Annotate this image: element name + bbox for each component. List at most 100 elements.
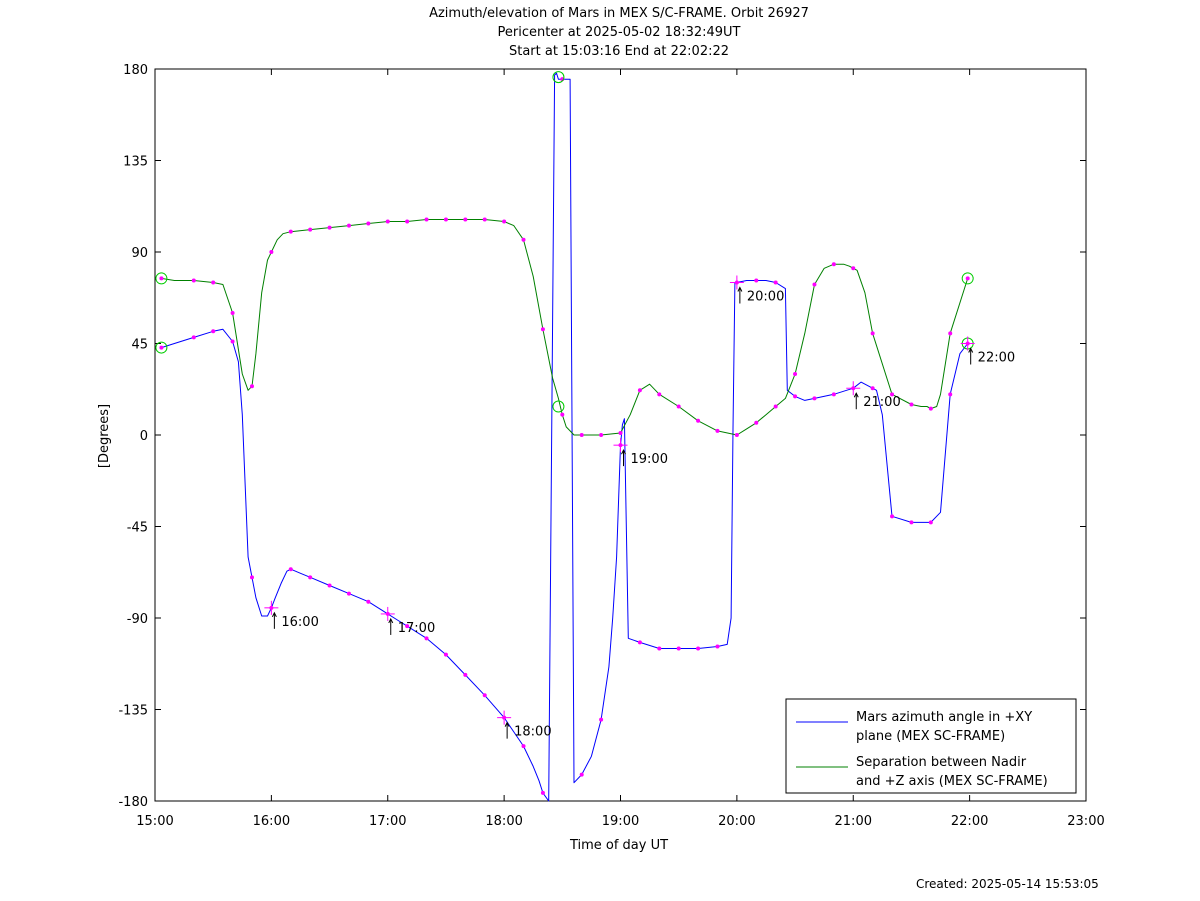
- legend: Mars azimuth angle in +XY plane (MEX SC-F…: [785, 698, 1077, 794]
- y-tick-label: 135: [123, 155, 148, 170]
- data-marker: [463, 217, 468, 222]
- data-marker: [308, 227, 313, 232]
- hour-labels: 16:00 17:00 18:00 19:00 20:00 21:00 22:00: [264, 275, 1015, 740]
- hour-label: 21:00: [863, 395, 900, 410]
- data-marker: [288, 567, 293, 572]
- data-marker: [754, 278, 759, 283]
- data-marker: [482, 693, 487, 698]
- data-marker: [715, 644, 720, 649]
- data-marker: [831, 392, 836, 397]
- data-marker: [812, 396, 817, 401]
- data-marker: [715, 428, 720, 433]
- data-marker: [424, 636, 429, 641]
- data-marker: [793, 394, 798, 399]
- data-marker: [599, 433, 604, 437]
- start-end-marker: [155, 341, 168, 354]
- x-tick-label: 17:00: [369, 814, 406, 829]
- data-marker: [521, 237, 526, 242]
- data-marker: [249, 384, 254, 389]
- data-marker: [191, 278, 196, 283]
- x-tick-label: 18:00: [485, 814, 522, 829]
- legend-box: [785, 698, 1077, 794]
- plot-frame: [154, 68, 1087, 802]
- data-marker: [773, 404, 778, 409]
- data-marker: [288, 229, 293, 234]
- data-marker: [443, 217, 448, 222]
- data-marker: [230, 311, 235, 315]
- chart-title: Azimuth/elevation of Mars in MEX S/C-FRA…: [429, 6, 809, 59]
- data-marker: [890, 514, 895, 519]
- data-marker: [502, 219, 507, 224]
- data-marker: [191, 335, 196, 340]
- axes: 15:00 16:00 17:00 18:00 19:00 20:00 21:00 22:00…: [118, 63, 1104, 829]
- data-marker: [851, 266, 856, 271]
- hour-pointer-arrow: [621, 449, 626, 455]
- data-marker: [948, 331, 953, 336]
- data-marker: [424, 217, 429, 222]
- data-marker: [812, 282, 817, 287]
- data-marker: [793, 372, 798, 376]
- hour-label: 20:00: [747, 290, 784, 305]
- data-marker: [754, 420, 759, 425]
- data-marker: [540, 790, 545, 795]
- hour-pointer-arrow: [737, 286, 743, 292]
- hour-label: 16:00: [281, 615, 318, 630]
- data-marker: [366, 599, 371, 604]
- data-marker: [159, 276, 164, 281]
- hour-label: 18:00: [514, 725, 551, 740]
- data-marker: [637, 640, 642, 645]
- data-marker: [637, 388, 642, 393]
- y-tick-label: 0: [140, 429, 148, 444]
- markers: [155, 71, 974, 795]
- data-marker: [327, 225, 332, 230]
- start-end-marker: [961, 272, 974, 285]
- start-end-marker: [155, 272, 168, 285]
- data-marker: [211, 329, 216, 334]
- data-marker: [870, 386, 875, 391]
- x-tick-label: 16:00: [253, 814, 290, 829]
- data-marker: [366, 221, 371, 226]
- x-tick-label: 21:00: [835, 814, 872, 829]
- data-marker: [560, 412, 565, 417]
- hour-pointer-arrow: [504, 721, 510, 727]
- data-marker: [308, 575, 313, 580]
- hour-label: 22:00: [978, 351, 1015, 366]
- data-marker: [909, 402, 914, 407]
- hour-label: 17:00: [398, 621, 435, 636]
- data-marker: [579, 772, 584, 777]
- data-marker: [540, 327, 545, 332]
- data-marker: [482, 217, 487, 222]
- hour-pointer-arrow: [968, 347, 974, 353]
- data-marker: [249, 575, 254, 580]
- data-marker: [599, 717, 604, 722]
- title-line-3: Start at 15:03:16 End at 22:02:22: [509, 44, 729, 59]
- data-marker: [346, 223, 351, 228]
- x-axis-label: Time of day UT: [569, 838, 668, 853]
- start-end-marker: [552, 71, 565, 84]
- data-marker: [618, 430, 623, 435]
- legend-label-azimuth: Mars azimuth angle in +XY plane (MEX SC-F…: [856, 710, 1032, 744]
- data-marker: [405, 624, 410, 629]
- data-marker: [269, 250, 274, 254]
- y-tick-label: -135: [118, 704, 148, 719]
- data-marker: [831, 262, 836, 267]
- data-marker: [696, 646, 701, 651]
- x-tick-label: 15:00: [136, 814, 173, 829]
- data-marker: [948, 392, 953, 397]
- data-marker: [928, 406, 933, 411]
- hour-pointer-arrow: [271, 611, 277, 618]
- data-marker: [463, 672, 468, 677]
- hour-label: 19:00: [631, 452, 668, 467]
- data-marker: [230, 339, 235, 344]
- data-marker: [890, 392, 895, 397]
- data-marker: [346, 591, 351, 596]
- data-marker: [657, 392, 662, 397]
- hour-pointer-arrow: [388, 617, 394, 624]
- data-marker: [159, 345, 164, 350]
- data-marker: [385, 219, 390, 224]
- data-marker: [696, 418, 701, 423]
- x-tick-label: 20:00: [718, 814, 755, 829]
- x-tick-label: 19:00: [602, 814, 639, 829]
- created-timestamp: Created: 2025-05-14 15:53:05: [916, 877, 1099, 891]
